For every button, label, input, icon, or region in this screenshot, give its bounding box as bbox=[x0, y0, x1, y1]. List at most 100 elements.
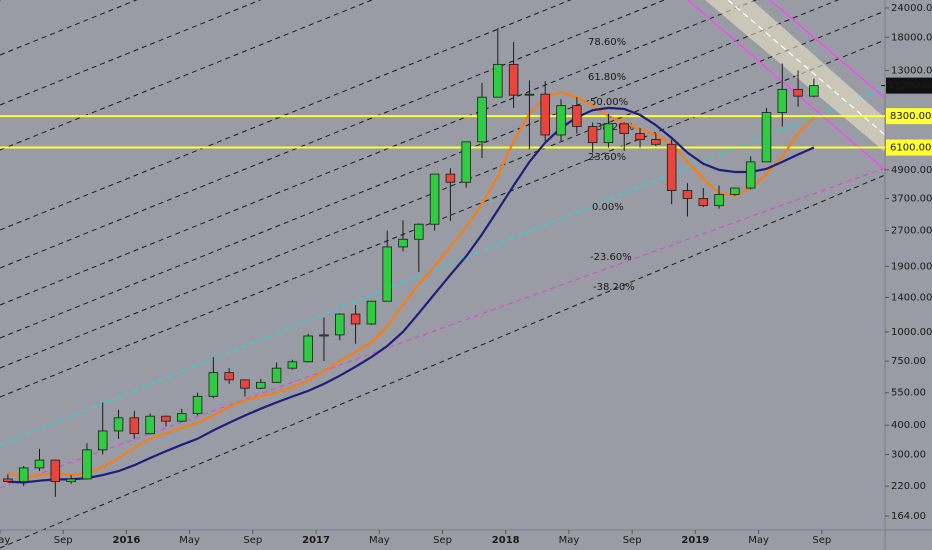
x-tick-label: Sep bbox=[623, 535, 642, 546]
candle-body bbox=[429, 173, 440, 225]
candle-body bbox=[556, 105, 566, 136]
y-tick-label: 1900.00 bbox=[891, 261, 932, 272]
candle-body bbox=[34, 459, 45, 469]
y-tick-label: 3700.00 bbox=[891, 193, 932, 204]
level-tag-label: 6100.00 bbox=[890, 143, 931, 154]
x-tick-label: Sep bbox=[812, 535, 831, 546]
candle-body bbox=[493, 63, 503, 98]
candle-body bbox=[524, 93, 535, 96]
fib-label: 78.60% bbox=[588, 37, 626, 48]
candle-body bbox=[682, 190, 693, 199]
x-tick-label: May bbox=[748, 535, 769, 546]
candle-body bbox=[572, 105, 582, 127]
candle-body bbox=[793, 88, 803, 97]
y-tick-label: 13000.00 bbox=[891, 65, 932, 76]
fib-label: 61.80% bbox=[588, 72, 626, 83]
candle-body bbox=[350, 313, 361, 325]
candle-body bbox=[651, 139, 661, 145]
candle-body bbox=[192, 395, 203, 415]
candle-body bbox=[145, 415, 155, 435]
candle-body bbox=[224, 372, 234, 381]
candle-body bbox=[461, 141, 471, 183]
candle-body bbox=[382, 246, 392, 302]
y-tick-label: 400.00 bbox=[891, 420, 926, 431]
y-tick-label: 1000.00 bbox=[891, 327, 932, 338]
last-price-tag bbox=[886, 77, 932, 94]
trend-line bbox=[0, 174, 886, 549]
x-tick-label: Sep bbox=[433, 535, 452, 546]
candle-body bbox=[398, 238, 408, 248]
candle-body bbox=[176, 413, 187, 422]
trend-line bbox=[0, 0, 840, 339]
channel-mid bbox=[727, 0, 886, 136]
candle-body bbox=[414, 223, 424, 240]
x-tick-label: 2016 bbox=[113, 535, 141, 546]
y-tick-label: 300.00 bbox=[891, 449, 926, 460]
candle-body bbox=[809, 85, 819, 97]
x-tick-label: Sep bbox=[54, 535, 73, 546]
candle-body bbox=[256, 381, 266, 389]
level-tag-label: 8300.00 bbox=[890, 111, 931, 122]
y-tick-label: 18000.00 bbox=[891, 32, 932, 43]
candle-body bbox=[50, 459, 61, 482]
channel-line bbox=[687, 0, 886, 171]
candle-body bbox=[619, 123, 629, 134]
candle-body bbox=[730, 187, 740, 195]
candle-body bbox=[508, 63, 519, 96]
trend-line bbox=[0, 0, 666, 269]
x-tick-label: May bbox=[0, 535, 10, 546]
candle-body bbox=[540, 93, 550, 136]
moving-average bbox=[7, 106, 815, 484]
moving-average bbox=[7, 91, 815, 479]
x-tick-label: May bbox=[369, 535, 390, 546]
y-tick-label: 550.00 bbox=[891, 388, 926, 399]
last-price-label: 11200.00 bbox=[888, 81, 932, 92]
trend-line bbox=[0, 0, 572, 231]
candle-body bbox=[319, 334, 329, 337]
candle-body bbox=[666, 143, 677, 191]
candle-body bbox=[271, 367, 282, 383]
fib-label: 0.00% bbox=[592, 202, 624, 213]
candle-body bbox=[66, 478, 76, 482]
candle-body bbox=[113, 417, 124, 432]
candle-body bbox=[777, 88, 788, 113]
trend-line bbox=[0, 10, 886, 369]
candle-body bbox=[208, 372, 219, 397]
y-tick-label: 4900.00 bbox=[891, 165, 932, 176]
x-tick-label: May bbox=[179, 535, 200, 546]
y-tick-label: 2700.00 bbox=[891, 226, 932, 237]
candle-body bbox=[603, 123, 614, 144]
trend-line bbox=[0, 39, 886, 398]
x-tick-label: 2019 bbox=[681, 535, 709, 546]
candles bbox=[3, 28, 819, 497]
y-tick-label: 220.00 bbox=[891, 481, 926, 492]
moving-averages bbox=[7, 91, 815, 484]
channel-band bbox=[705, 0, 885, 152]
x-tick-label: 2017 bbox=[302, 535, 330, 546]
fib-label: -23.60% bbox=[590, 252, 632, 263]
channel-line bbox=[769, 0, 886, 99]
candle-body bbox=[477, 96, 487, 143]
candle-body bbox=[335, 313, 345, 336]
candle-body bbox=[761, 112, 772, 163]
fib-label: 23.60% bbox=[588, 152, 626, 163]
candle-body bbox=[698, 198, 709, 207]
candle-body bbox=[82, 449, 92, 480]
candle-body bbox=[635, 133, 645, 140]
candle-body bbox=[97, 430, 108, 451]
candle-body bbox=[745, 161, 756, 189]
fib-label: 50.00% bbox=[590, 97, 628, 108]
level-tag bbox=[886, 108, 932, 125]
x-tick-label: Sep bbox=[243, 535, 262, 546]
level-tag bbox=[886, 139, 932, 156]
candle-body bbox=[366, 300, 377, 325]
fib-minus-line bbox=[0, 167, 886, 489]
y-tick-label: 24000.00 bbox=[891, 3, 932, 14]
x-tick-label: May bbox=[559, 535, 580, 546]
candle-body bbox=[587, 126, 598, 144]
y-tick-label: 1400.00 bbox=[891, 293, 932, 304]
y-tick-label: 750.00 bbox=[891, 356, 926, 367]
candle-body bbox=[303, 335, 313, 363]
